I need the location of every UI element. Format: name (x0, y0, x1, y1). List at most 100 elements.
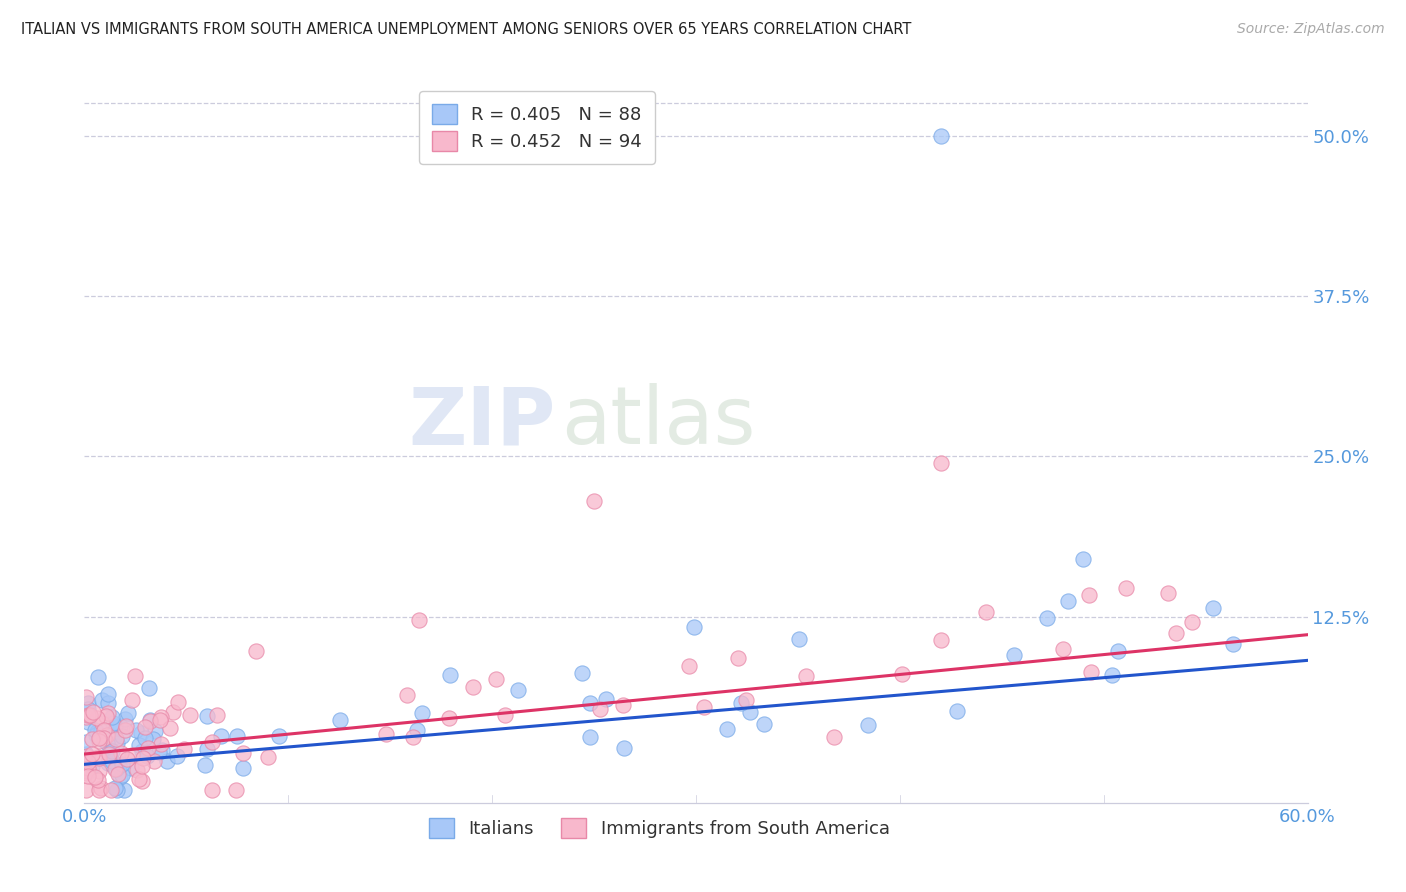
Point (945, 705, 967, 719)
Point (856, 718, 879, 732)
Point (86, 725, 108, 739)
Point (103, 731, 125, 745)
Point (76, 749, 98, 764)
Point (1077, 588, 1099, 602)
Point (1073, 552, 1095, 566)
Point (90, 724, 112, 739)
Point (1107, 644, 1129, 658)
Point (225, 783, 247, 797)
Point (1002, 648, 1025, 662)
Point (131, 773, 153, 788)
Point (1101, 668, 1123, 682)
Point (683, 620, 706, 634)
Point (136, 748, 159, 763)
Point (101, 744, 124, 758)
Point (1115, 581, 1137, 595)
Point (90, 693, 112, 707)
Point (134, 720, 156, 734)
Point (83, 723, 105, 737)
Point (111, 768, 134, 782)
Point (589, 702, 612, 716)
Point (245, 644, 267, 658)
Point (794, 668, 817, 682)
Point (121, 693, 143, 707)
Point (1157, 586, 1180, 600)
Point (114, 723, 136, 737)
Point (485, 672, 508, 686)
Text: Source: ZipAtlas.com: Source: ZipAtlas.com (1237, 22, 1385, 37)
Point (97, 756, 120, 770)
Point (107, 767, 129, 781)
Point (80, 759, 103, 773)
Point (100, 710, 122, 724)
Point (716, 722, 738, 736)
Point (134, 731, 156, 745)
Point (76, 702, 98, 716)
Point (131, 744, 153, 758)
Point (195, 709, 218, 723)
Point (1222, 637, 1244, 651)
Point (173, 742, 195, 756)
Point (232, 761, 254, 775)
Point (111, 729, 134, 743)
Point (439, 668, 461, 682)
Point (100, 783, 122, 797)
Point (86, 711, 108, 725)
Point (87, 750, 110, 764)
Point (159, 722, 181, 736)
Point (149, 709, 172, 723)
Point (93, 723, 115, 738)
Point (104, 780, 127, 795)
Point (494, 707, 516, 722)
Point (232, 747, 254, 761)
Point (112, 783, 135, 797)
Point (405, 723, 427, 738)
Point (1052, 642, 1074, 657)
Point (143, 754, 166, 768)
Point (89, 783, 111, 797)
Point (75, 735, 97, 749)
Point (267, 729, 290, 743)
Point (150, 737, 173, 751)
Point (395, 688, 418, 702)
Point (82, 747, 104, 761)
Point (97, 747, 120, 762)
Point (179, 707, 201, 722)
Point (727, 650, 749, 665)
Point (93, 732, 115, 747)
Point (124, 669, 146, 683)
Point (1035, 611, 1057, 625)
Point (117, 706, 139, 720)
Point (226, 729, 249, 743)
Point (329, 713, 352, 727)
Point (613, 740, 636, 755)
Point (75, 765, 97, 780)
Point (131, 758, 153, 772)
Point (678, 659, 700, 673)
Point (104, 762, 127, 776)
Point (143, 724, 166, 739)
Point (205, 708, 228, 723)
Point (693, 699, 716, 714)
Point (77, 756, 100, 770)
Point (87, 772, 110, 787)
Point (974, 605, 997, 619)
Point (97, 751, 120, 765)
Point (149, 713, 172, 727)
Point (75, 690, 97, 704)
Point (579, 696, 602, 710)
Point (86, 670, 108, 684)
Point (194, 758, 217, 772)
Point (1202, 600, 1225, 615)
Point (402, 730, 425, 744)
Point (411, 706, 433, 720)
Point (209, 730, 232, 744)
Point (82, 705, 104, 719)
Point (740, 705, 762, 719)
Point (79, 764, 101, 778)
Legend: Italians, Immigrants from South America: Italians, Immigrants from South America (422, 811, 897, 845)
Point (1056, 594, 1078, 608)
Point (1164, 626, 1187, 640)
Point (931, 633, 953, 648)
Point (891, 667, 914, 681)
